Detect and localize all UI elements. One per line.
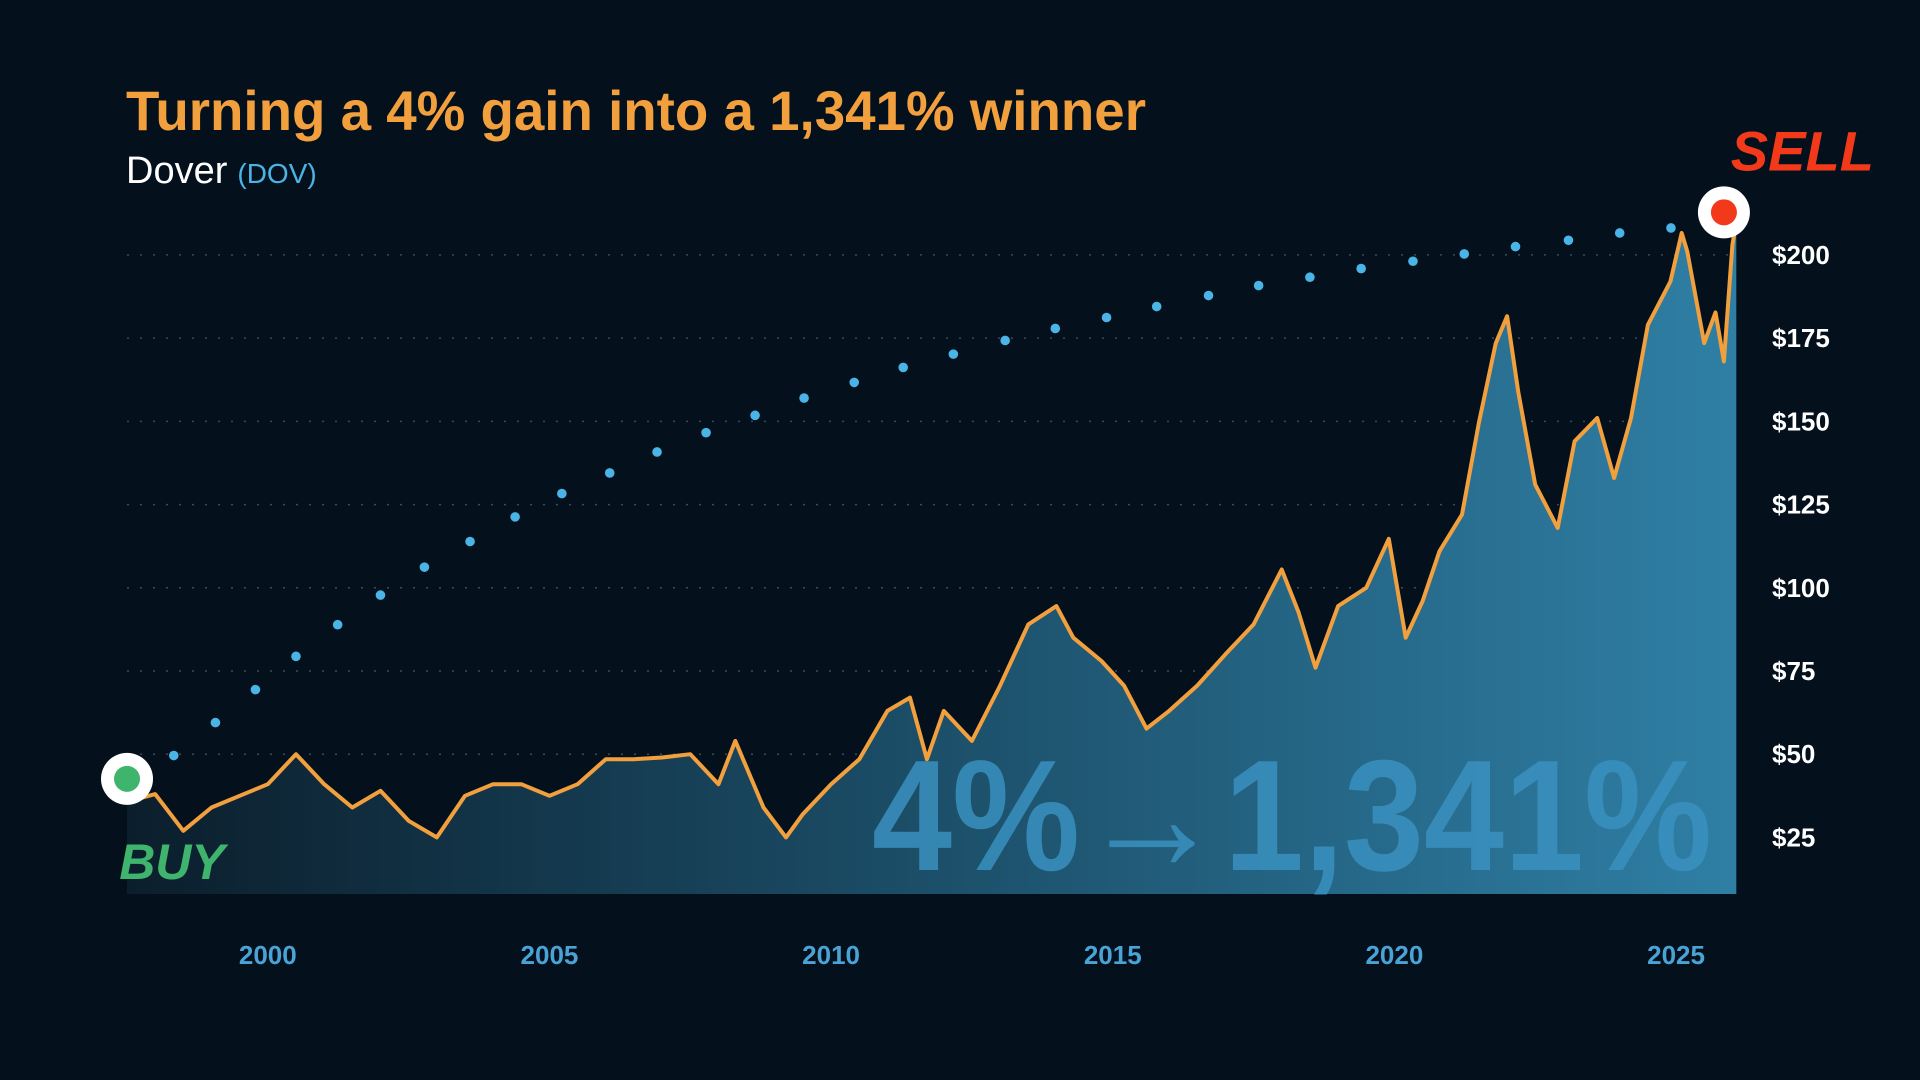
y-tick-label: $175: [1772, 323, 1830, 353]
trend-dot: [799, 393, 809, 403]
trend-dot: [1203, 290, 1214, 301]
y-tick-label: $25: [1772, 822, 1815, 852]
trend-dot: [375, 590, 386, 600]
line-layer: [125, 219, 1739, 840]
trend-dot: [948, 349, 959, 359]
subtitle: Dover (DOV): [126, 150, 317, 192]
price-line: [125, 219, 1739, 840]
trend-dot: [1408, 256, 1418, 267]
trend-dot: [1151, 301, 1162, 312]
trend-dot: [604, 468, 615, 478]
trend-dot: [898, 362, 909, 373]
trend-dot: [652, 447, 662, 457]
chart-title: Turning a 4% gain into a 1,341% winner: [126, 79, 1146, 142]
x-tick-label: 2005: [521, 940, 579, 970]
annotation-label: BUY: [119, 834, 229, 890]
trend-dot: [1000, 335, 1010, 346]
trend-dot: [1510, 241, 1521, 252]
label-layer: $25 $50 $75 $100 $125 $150 $175 $200 2000 2005 201…: [101, 119, 1874, 970]
x-tick-label: 2025: [1647, 940, 1705, 970]
x-tick-label: 2010: [802, 940, 860, 970]
price-area: [127, 221, 1737, 895]
trend-dot: [1305, 272, 1315, 283]
trend-dot: [557, 488, 567, 499]
trend-dot: [419, 562, 430, 572]
trend-dot: [1563, 235, 1574, 246]
y-tick-label: $200: [1772, 240, 1830, 270]
trend-dot: [332, 619, 343, 630]
trend-dot: [1101, 312, 1112, 323]
trend-dot: [168, 750, 179, 761]
trend-dot: [510, 512, 520, 522]
y-tick-label: $75: [1772, 656, 1815, 686]
y-tick-label: $50: [1772, 739, 1815, 769]
trend-dot: [1356, 263, 1366, 274]
y-tick-label: $150: [1772, 406, 1830, 436]
trend-dot: [210, 717, 221, 728]
company-name: Dover: [126, 150, 228, 192]
big-label: 4%→1,341%: [872, 728, 1712, 904]
marker-dot: [114, 765, 140, 792]
x-tick-label: 2000: [239, 940, 297, 970]
trend-dot: [1666, 223, 1676, 233]
trend-dot: [1614, 228, 1625, 238]
trend-dot: [849, 377, 860, 388]
ticker: (DOV): [237, 158, 316, 189]
trend-dot: [701, 427, 711, 438]
x-tick-label: 2020: [1365, 940, 1423, 970]
marker-dot: [1710, 199, 1737, 226]
trend-dot: [1050, 323, 1061, 334]
trend-dot: [1459, 249, 1470, 259]
y-tick-label: $100: [1772, 573, 1830, 603]
trend-dot: [1253, 280, 1264, 291]
trend-dot: [750, 410, 760, 421]
trend-dot: [291, 651, 301, 662]
trend-dot: [250, 684, 261, 695]
trend-dot: [465, 536, 475, 547]
y-tick-label: $125: [1772, 490, 1830, 520]
area-layer: [127, 221, 1737, 895]
x-tick-label: 2015: [1084, 940, 1142, 970]
annotation-label: SELL: [1731, 119, 1874, 182]
